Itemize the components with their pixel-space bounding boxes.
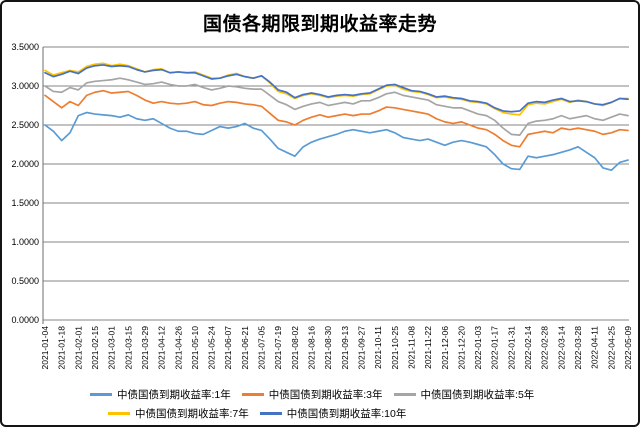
x-tick-label: 2022-04-25: [606, 326, 616, 370]
x-tick-label: 2021-04-26: [173, 326, 183, 370]
x-tick-label: 2022-04-11: [590, 326, 600, 369]
x-tick-label: 2021-08-30: [323, 326, 333, 370]
chart-title: 国债各期限到期收益率走势: [202, 14, 437, 35]
legend-label: 中债国债到期收益率:7年: [135, 408, 249, 420]
x-tick-label: 2021-02-15: [90, 326, 100, 370]
x-tick-label: 2021-03-29: [140, 326, 150, 370]
x-tick-label: 2022-02-28: [540, 326, 550, 370]
x-tick-label: 2021-04-12: [157, 326, 167, 370]
legend-line-swatch: [90, 393, 112, 396]
x-tick-label: 2021-09-27: [356, 326, 366, 370]
y-tick-label: 0.5000: [11, 276, 39, 286]
x-tick-label: 2022-05-09: [623, 326, 633, 370]
legend-line-swatch: [259, 412, 282, 415]
x-tick-label: 2022-03-28: [573, 326, 583, 370]
x-tick-label: 2022-01-31: [506, 326, 516, 370]
x-tick-label: 2021-05-24: [207, 326, 217, 370]
legend-item: 中债国债到期收益率:10年: [259, 406, 407, 421]
legend-row-1: 中债国债到期收益率:1年 中债国债到期收益率:3年 中债国债到期收益率:5年: [2, 385, 638, 404]
y-tick-label: 2.0000: [11, 159, 39, 169]
x-tick-label: 2021-12-06: [440, 326, 450, 370]
x-tick-label: 2022-01-17: [490, 326, 500, 370]
x-tick-label: 2021-05-10: [190, 326, 200, 370]
legend-item: 中债国债到期收益率:3年: [241, 387, 383, 402]
x-tick-label: 2022-02-14: [523, 326, 533, 370]
legend-label: 中债国债到期收益率:5年: [420, 389, 535, 401]
y-tick-label: 2.5000: [11, 120, 39, 130]
legend: 中债国债到期收益率:1年 中债国债到期收益率:3年 中债国债到期收益率:5年 中债国…: [2, 385, 638, 423]
legend-line-swatch: [393, 393, 416, 396]
y-tick-label: 0.0000: [11, 315, 39, 325]
x-tick-label: 2021-11-22: [423, 326, 433, 369]
legend-line-swatch: [241, 393, 264, 396]
x-tick-label: 2021-06-21: [240, 326, 250, 370]
x-tick-label: 2021-01-18: [57, 326, 67, 370]
x-tick-label: 2021-07-19: [273, 326, 283, 370]
x-tick-label: 2022-03-14: [556, 326, 566, 370]
y-tick-label: 1.5000: [11, 198, 39, 208]
legend-label: 中债国债到期收益率:3年: [268, 389, 383, 401]
series-line-1: [44, 111, 629, 172]
series-line-5: [44, 64, 629, 113]
x-tick-label: 2021-12-20: [456, 326, 466, 370]
legend-item: 中债国债到期收益率:7年: [108, 406, 249, 421]
series-line-3: [44, 77, 629, 136]
legend-label: 中债国债到期收益率:10年: [286, 408, 407, 420]
x-tick-label: 2021-01-04: [40, 326, 50, 370]
x-tick-label: 2021-11-08: [406, 326, 416, 369]
legend-item: 中债国债到期收益率:1年: [90, 387, 231, 402]
series-line-2: [44, 89, 629, 148]
series-line-4: [44, 62, 629, 116]
x-tick-label: 2021-03-01: [107, 326, 117, 370]
y-tick-label: 3.5000: [11, 42, 39, 52]
legend-row-2: 中债国债到期收益率:7年 中债国债到期收益率:10年: [2, 404, 638, 423]
x-tick-label: 2021-08-02: [290, 326, 300, 370]
x-tick-label: 2021-06-07: [223, 326, 233, 370]
legend-item: 中债国债到期收益率:5年: [393, 387, 535, 402]
x-tick-label: 2021-09-13: [340, 326, 350, 370]
x-tick-label: 2021-10-11: [373, 326, 383, 369]
x-tick-label: 2021-07-05: [257, 326, 267, 370]
x-tick-label: 2021-10-25: [390, 326, 400, 370]
x-tick-label: 2021-08-16: [307, 326, 317, 370]
y-tick-label: 3.0000: [11, 81, 39, 91]
x-tick-label: 2022-01-03: [473, 326, 483, 370]
x-tick-label: 2021-03-15: [123, 326, 133, 370]
legend-line-swatch: [108, 412, 130, 415]
legend-label: 中债国债到期收益率:1年: [117, 389, 231, 401]
x-tick-label: 2021-02-01: [73, 326, 83, 370]
y-tick-label: 1.0000: [11, 237, 39, 247]
